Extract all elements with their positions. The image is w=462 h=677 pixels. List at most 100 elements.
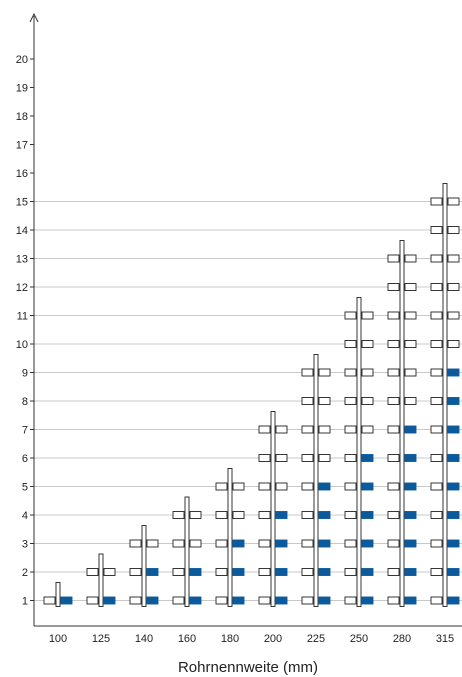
clamp-left xyxy=(172,539,185,548)
clamp-left xyxy=(301,539,314,548)
clamp-right-filled xyxy=(189,596,202,605)
y-tick-label: 17 xyxy=(16,140,28,152)
clamp-right xyxy=(404,254,417,263)
clamp-left xyxy=(387,283,400,291)
clamp-left xyxy=(344,454,357,462)
clamp-right-filled xyxy=(189,568,202,576)
clamp-right-filled xyxy=(404,454,417,462)
clamp-left xyxy=(387,539,400,548)
clamp-left xyxy=(344,596,357,605)
pipe-stack xyxy=(430,183,460,607)
pipe-stem xyxy=(313,354,319,607)
pipe-stem xyxy=(442,183,448,607)
clamp-right-filled xyxy=(318,568,331,576)
clamp-left xyxy=(387,425,400,434)
clamp-right-filled xyxy=(318,482,331,491)
clamp-left xyxy=(258,511,271,519)
pipe-stem xyxy=(356,297,362,607)
y-tick-label: 18 xyxy=(16,111,28,123)
pipe-stack xyxy=(43,582,73,607)
clamp-left xyxy=(430,454,443,462)
clamp-right xyxy=(146,539,159,548)
x-tick-label: 180 xyxy=(221,633,239,645)
clamp-right xyxy=(404,397,417,405)
clamp-right xyxy=(404,340,417,348)
clamp-left xyxy=(430,226,443,234)
clamp-left xyxy=(344,482,357,491)
clamp-right xyxy=(103,568,116,576)
clamp-right-filled xyxy=(361,568,374,576)
clamp-left xyxy=(215,596,228,605)
x-tick-label: 140 xyxy=(135,633,153,645)
clamp-right-filled xyxy=(447,368,460,377)
clamp-left xyxy=(86,568,99,576)
pipe-stack xyxy=(344,297,374,607)
clamp-left xyxy=(387,511,400,519)
clamp-left xyxy=(43,596,56,605)
y-tick-label: 14 xyxy=(16,225,28,237)
x-tick-labels: 100 125 140 160 180 200 225 250 280 315 xyxy=(49,633,454,645)
y-tick-label: 9 xyxy=(22,368,28,380)
clamp-right xyxy=(361,340,374,348)
clamp-right-filled xyxy=(275,511,288,519)
clamp-right-filled xyxy=(318,596,331,605)
x-tick-label: 250 xyxy=(350,633,368,645)
y-tick-label: 8 xyxy=(22,396,28,408)
clamp-left xyxy=(430,340,443,348)
clamp-right xyxy=(318,425,331,434)
pipe-stem xyxy=(141,525,147,607)
clamp-right xyxy=(447,311,460,320)
clamp-right-filled xyxy=(318,539,331,548)
clamp-right-filled xyxy=(404,568,417,576)
clamp-left xyxy=(430,368,443,377)
clamp-right xyxy=(232,511,245,519)
clamp-right-filled xyxy=(361,596,374,605)
y-tick-label: 2 xyxy=(22,567,28,579)
y-tick-label: 4 xyxy=(22,510,28,522)
clamp-right xyxy=(447,340,460,348)
clamp-left xyxy=(172,568,185,576)
clamp-left xyxy=(387,454,400,462)
clamp-right xyxy=(275,482,288,491)
y-tick-label: 13 xyxy=(16,254,28,266)
clamp-right-filled xyxy=(361,539,374,548)
pipe-stem xyxy=(399,240,405,607)
clamp-right-filled xyxy=(146,568,159,576)
clamp-left xyxy=(344,311,357,320)
clamp-right xyxy=(361,425,374,434)
y-tick-label: 1 xyxy=(22,596,28,608)
x-tick-label: 125 xyxy=(92,633,110,645)
clamp-left xyxy=(86,596,99,605)
x-tick-label: 100 xyxy=(49,633,67,645)
clamp-left xyxy=(430,254,443,263)
clamp-left xyxy=(129,539,142,548)
clamp-left xyxy=(344,425,357,434)
clamp-right-filled xyxy=(103,596,116,605)
clamp-right-filled xyxy=(318,511,331,519)
pipe-stem xyxy=(98,553,104,607)
clamp-right-filled xyxy=(447,511,460,519)
pipe-stem xyxy=(227,468,233,607)
clamp-left xyxy=(430,511,443,519)
pipe-stack xyxy=(215,468,245,607)
clamp-right xyxy=(447,197,460,206)
y-tick-label: 3 xyxy=(22,539,28,551)
clamp-left xyxy=(301,368,314,377)
clamp-left xyxy=(301,454,314,462)
clamp-left xyxy=(258,596,271,605)
clamp-left xyxy=(430,311,443,320)
pipe-stack xyxy=(258,411,288,607)
clamp-right xyxy=(275,454,288,462)
pipe-stack xyxy=(86,553,116,607)
clamp-left xyxy=(258,568,271,576)
clamp-left xyxy=(344,511,357,519)
clamp-left xyxy=(387,397,400,405)
clamp-left xyxy=(430,482,443,491)
clamp-left xyxy=(215,539,228,548)
clamp-left xyxy=(301,511,314,519)
clamp-left xyxy=(172,596,185,605)
clamp-left xyxy=(344,568,357,576)
clamp-left xyxy=(172,511,185,519)
clamp-right-filled xyxy=(404,425,417,434)
